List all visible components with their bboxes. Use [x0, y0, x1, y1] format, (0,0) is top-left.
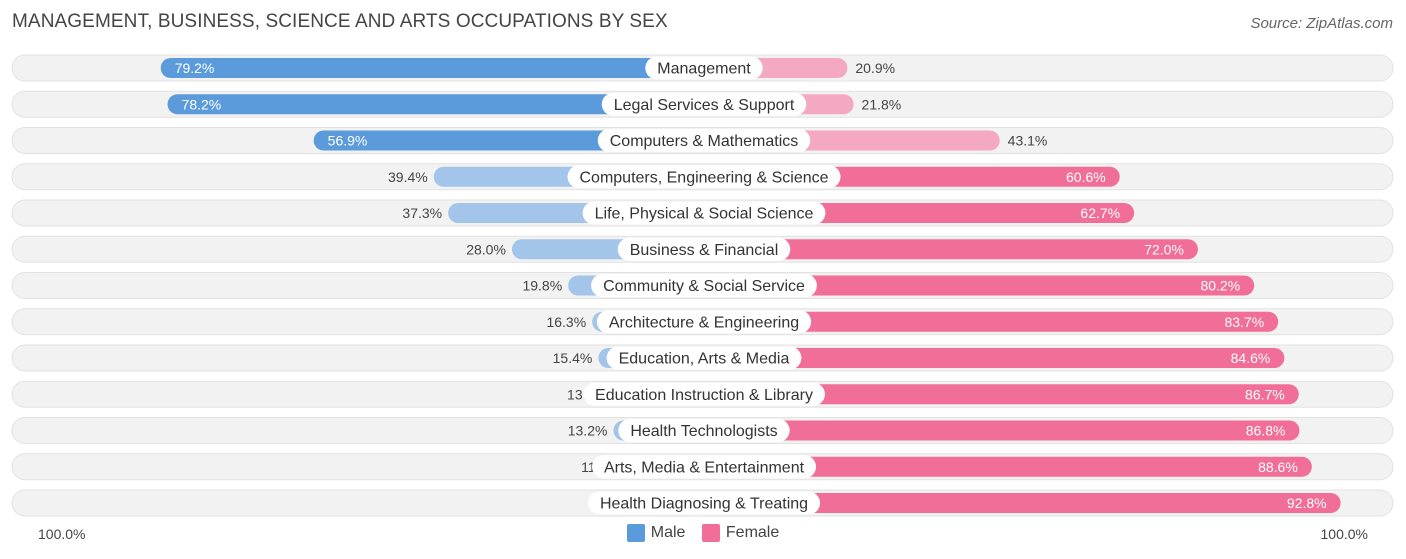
- bar-female: [704, 275, 1255, 296]
- value-label-male: 28.0%: [466, 241, 506, 257]
- value-label-male: 16.3%: [546, 314, 586, 330]
- category-pill: [645, 56, 763, 80]
- bar-female: [704, 239, 1198, 260]
- bar-female: [704, 384, 1299, 405]
- value-label-female: 72.0%: [1144, 241, 1184, 257]
- category-pill: [601, 92, 807, 116]
- category-label: Architecture & Engineering: [609, 314, 799, 331]
- category-label: Community & Social Service: [603, 278, 805, 295]
- value-label-male: 15.4%: [553, 350, 593, 366]
- bar-male: [160, 58, 705, 78]
- value-label-female: 21.8%: [862, 96, 902, 112]
- value-label-female: 43.1%: [1008, 133, 1048, 149]
- legend-swatch-female: [701, 524, 720, 542]
- axis-right-label: 100.0%: [1320, 526, 1368, 542]
- axis-left-label: 100.0%: [38, 526, 86, 542]
- category-pill: [618, 419, 790, 442]
- category-pill: [596, 310, 812, 334]
- value-label-male: 39.4%: [388, 169, 428, 185]
- category-label: Business & Financial: [630, 242, 779, 259]
- value-label-female: 84.6%: [1231, 350, 1271, 366]
- value-label-male: 78.2%: [182, 96, 222, 112]
- category-label: Health Technologists: [630, 423, 777, 440]
- value-label-female: 80.2%: [1200, 278, 1240, 294]
- category-label: Legal Services & Support: [614, 97, 795, 114]
- value-label-male: 56.9%: [328, 133, 368, 149]
- legend-swatch-male: [626, 524, 645, 542]
- value-label-male: 13.2%: [568, 423, 608, 439]
- bar-male: [167, 94, 705, 115]
- bar-female: [704, 456, 1312, 477]
- value-label-male: 79.2%: [175, 60, 215, 76]
- value-label-female: 92.8%: [1287, 495, 1327, 511]
- value-label-male: 19.8%: [522, 278, 562, 294]
- category-label: Computers, Engineering & Science: [579, 169, 828, 186]
- category-label: Computers & Mathematics: [610, 133, 799, 150]
- category-pill: [617, 237, 791, 261]
- source-label: Source: ZipAtlas.com: [1250, 15, 1393, 32]
- category-label: Management: [657, 61, 751, 78]
- category-pill: [587, 491, 821, 515]
- category-pill: [591, 274, 817, 297]
- legend-label-female: Female: [725, 524, 780, 541]
- category-pill: [591, 455, 817, 479]
- value-label-female: 62.7%: [1080, 205, 1120, 221]
- legend-item-female: Female: [701, 524, 780, 542]
- chart-canvas: 79.2% 20.9% 78.2% 21.8% 56.9% 43.1% 39.4% 60.6%…: [11, 54, 1394, 517]
- value-label-female: 86.8%: [1246, 423, 1286, 439]
- chart-title: MANAGEMENT, BUSINESS, SCIENCE AND ARTS O…: [12, 11, 668, 32]
- legend-item-male: Male: [626, 524, 686, 542]
- legend-label-male: Male: [650, 524, 686, 541]
- category-label: Arts, Media & Entertainment: [604, 459, 805, 476]
- value-label-female: 20.9%: [855, 60, 895, 76]
- category-label: Health Diagnosing & Treating: [600, 496, 808, 513]
- category-label: Life, Physical & Social Science: [595, 206, 814, 223]
- bar-female: [704, 493, 1341, 513]
- value-label-female: 60.6%: [1066, 169, 1106, 185]
- value-label-male: 37.3%: [402, 205, 442, 221]
- bar-female: [704, 348, 1285, 368]
- bar-female: [704, 420, 1300, 441]
- category-label: Education Instruction & Library: [595, 387, 813, 404]
- bar-female: [704, 311, 1279, 332]
- category-pill: [583, 382, 825, 406]
- category-label: Education, Arts & Media: [619, 351, 790, 368]
- legend: Male Female: [0, 524, 1406, 547]
- category-pill: [606, 346, 802, 370]
- value-label-female: 88.6%: [1258, 459, 1298, 475]
- category-pill: [597, 129, 811, 152]
- value-label-female: 83.7%: [1224, 314, 1264, 330]
- category-pill: [582, 201, 826, 225]
- category-pill: [567, 165, 841, 189]
- value-label-female: 86.7%: [1245, 386, 1285, 402]
